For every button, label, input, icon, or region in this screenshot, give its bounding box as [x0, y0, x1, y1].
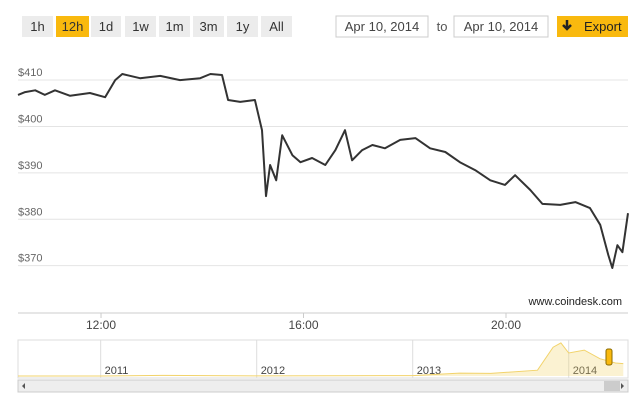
- y-tick-label: $380: [18, 206, 42, 218]
- navigator-label: 2014: [573, 365, 597, 377]
- to-date[interactable]: Apr 10, 2014: [464, 19, 538, 34]
- range-label[interactable]: 1h: [30, 19, 44, 34]
- range-button[interactable]: [261, 16, 292, 37]
- range-label[interactable]: 1d: [99, 19, 113, 34]
- range-button[interactable]: [193, 16, 224, 37]
- y-tick-label: $370: [18, 253, 42, 265]
- x-tick-label: 16:00: [288, 318, 318, 332]
- range-label[interactable]: 1m: [165, 19, 183, 34]
- export-icon: [562, 20, 572, 31]
- range-button[interactable]: [159, 16, 190, 37]
- navigator-frame: [17, 339, 629, 379]
- navigator-handle[interactable]: [605, 348, 613, 366]
- range-button[interactable]: [56, 16, 89, 37]
- price-line: [17, 73, 629, 269]
- watermark: www.coindesk.com: [527, 296, 622, 308]
- navigator-label: 2012: [261, 365, 285, 377]
- range-button[interactable]: [22, 16, 53, 37]
- export-label[interactable]: Export: [584, 19, 622, 34]
- navigator-label: 2011: [105, 365, 129, 377]
- from-date-box[interactable]: [335, 15, 429, 38]
- export-button[interactable]: [557, 16, 628, 37]
- range-label[interactable]: 12h: [62, 19, 84, 34]
- x-tick-label: 12:00: [86, 318, 116, 332]
- scroll-thumb[interactable]: [604, 381, 620, 391]
- y-tick-label: $400: [18, 113, 42, 125]
- y-tick-label: $390: [18, 160, 42, 172]
- to-label: to: [437, 19, 448, 34]
- range-button[interactable]: [227, 16, 258, 37]
- y-tick-label: $410: [18, 67, 42, 79]
- x-tick-label: 20:00: [491, 318, 521, 332]
- from-date[interactable]: Apr 10, 2014: [345, 19, 419, 34]
- range-label[interactable]: 3m: [199, 19, 217, 34]
- range-label[interactable]: All: [269, 19, 284, 34]
- scrollbar[interactable]: [17, 379, 629, 393]
- to-date-box[interactable]: [453, 15, 549, 38]
- range-label[interactable]: 1w: [132, 19, 149, 34]
- range-label[interactable]: 1y: [236, 19, 250, 34]
- range-button[interactable]: [91, 16, 121, 37]
- navigator-line: [18, 342, 624, 377]
- navigator-area: [18, 342, 624, 376]
- range-button[interactable]: [125, 16, 156, 37]
